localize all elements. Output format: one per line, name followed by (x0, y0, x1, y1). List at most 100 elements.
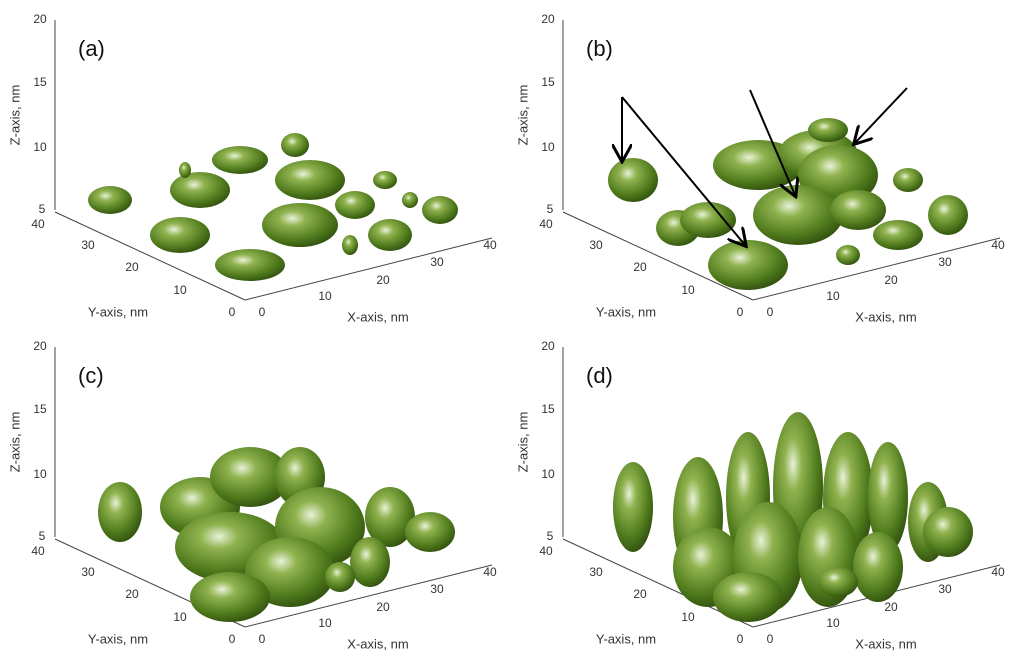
x-tick-label: 20 (884, 273, 898, 287)
z-tick-label: 20 (541, 12, 555, 26)
y-axis-title: Y-axis, nm (88, 304, 148, 319)
panel-label: (a) (78, 36, 105, 61)
x-tick-label: 0 (259, 305, 266, 319)
isosurface (708, 240, 788, 290)
y-tick-label: 0 (737, 632, 744, 646)
x-tick-label: 0 (767, 632, 774, 646)
z-axis-title: Z-axis, nm (515, 85, 530, 146)
z-tick-label: 20 (33, 12, 47, 26)
x-tick-label: 30 (430, 582, 444, 596)
x-axis-line (753, 238, 1000, 300)
isosurface (613, 462, 653, 552)
z-tick-label: 20 (33, 339, 47, 353)
isosurface (608, 158, 658, 202)
x-tick-label: 20 (376, 600, 390, 614)
isosurface (830, 190, 886, 230)
isosurface (150, 217, 210, 253)
y-tick-label: 30 (81, 238, 95, 252)
y-tick-label: 20 (633, 260, 647, 274)
y-axis-title: Y-axis, nm (596, 631, 656, 646)
x-axis-title: X-axis, nm (855, 309, 916, 324)
x-tick-label: 10 (318, 616, 332, 630)
y-tick-label: 10 (173, 610, 187, 624)
y-axis-line (55, 212, 245, 300)
x-tick-label: 20 (884, 600, 898, 614)
y-tick-label: 0 (737, 305, 744, 319)
x-tick-label: 40 (991, 565, 1005, 579)
y-tick-label: 0 (229, 305, 236, 319)
isosurface (262, 203, 338, 247)
y-tick-label: 40 (539, 217, 553, 231)
x-axis-title: X-axis, nm (347, 309, 408, 324)
z-tick-label: 5 (547, 202, 554, 216)
isosurface (818, 567, 858, 597)
isosurface (853, 532, 903, 602)
x-tick-label: 20 (376, 273, 390, 287)
isosurface (808, 118, 848, 142)
y-tick-label: 20 (125, 587, 139, 601)
z-tick-label: 15 (33, 402, 47, 416)
isosurface (368, 219, 412, 251)
isosurface (928, 195, 968, 235)
isosurface (713, 572, 783, 622)
isosurface (923, 507, 973, 557)
panel-label: (d) (586, 363, 613, 388)
z-tick-label: 5 (39, 202, 46, 216)
x-tick-label: 40 (483, 565, 497, 579)
x-tick-label: 10 (318, 289, 332, 303)
x-tick-label: 0 (767, 305, 774, 319)
x-tick-label: 40 (991, 238, 1005, 252)
isosurface (212, 146, 268, 174)
isosurface (893, 168, 923, 192)
x-axis-title: X-axis, nm (347, 636, 408, 651)
z-tick-label: 15 (33, 75, 47, 89)
z-tick-label: 10 (541, 467, 555, 481)
x-axis-title: X-axis, nm (855, 636, 916, 651)
x-tick-label: 0 (259, 632, 266, 646)
z-axis-title: Z-axis, nm (515, 412, 530, 473)
z-tick-label: 5 (547, 529, 554, 543)
isosurface (98, 482, 142, 542)
x-tick-label: 10 (826, 616, 840, 630)
y-tick-label: 30 (589, 565, 603, 579)
isosurface (405, 512, 455, 552)
isosurface (275, 160, 345, 200)
isosurface (753, 185, 843, 245)
x-tick-label: 30 (938, 582, 952, 596)
z-tick-label: 10 (33, 140, 47, 154)
x-tick-label: 30 (938, 255, 952, 269)
isosurface (215, 249, 285, 281)
isosurface (88, 186, 132, 214)
isosurface (422, 196, 458, 224)
z-axis-title: Z-axis, nm (7, 85, 22, 146)
y-tick-label: 40 (31, 217, 45, 231)
isosurface (342, 235, 358, 255)
isosurface (873, 220, 923, 250)
figure: (a) Z-axis, nm Y-axis, nm X-axis, nm 20 15 10 5… (0, 0, 1021, 651)
isosurface (402, 192, 418, 208)
isosurface (179, 162, 191, 178)
isosurface (680, 202, 736, 238)
y-tick-label: 40 (31, 544, 45, 558)
y-tick-label: 30 (81, 565, 95, 579)
y-tick-label: 30 (589, 238, 603, 252)
z-tick-label: 10 (541, 140, 555, 154)
z-axis-title: Z-axis, nm (7, 412, 22, 473)
isosurface (281, 133, 309, 157)
y-axis-title: Y-axis, nm (596, 304, 656, 319)
y-tick-label: 20 (633, 587, 647, 601)
isosurface (190, 572, 270, 622)
isosurface (325, 562, 355, 592)
isosurface (373, 171, 397, 189)
isosurface (170, 172, 230, 208)
arrow (855, 88, 907, 143)
isosurface (836, 245, 860, 265)
isosurface (350, 537, 390, 587)
y-tick-label: 10 (681, 283, 695, 297)
z-tick-label: 10 (33, 467, 47, 481)
y-tick-label: 40 (539, 544, 553, 558)
z-tick-label: 5 (39, 529, 46, 543)
